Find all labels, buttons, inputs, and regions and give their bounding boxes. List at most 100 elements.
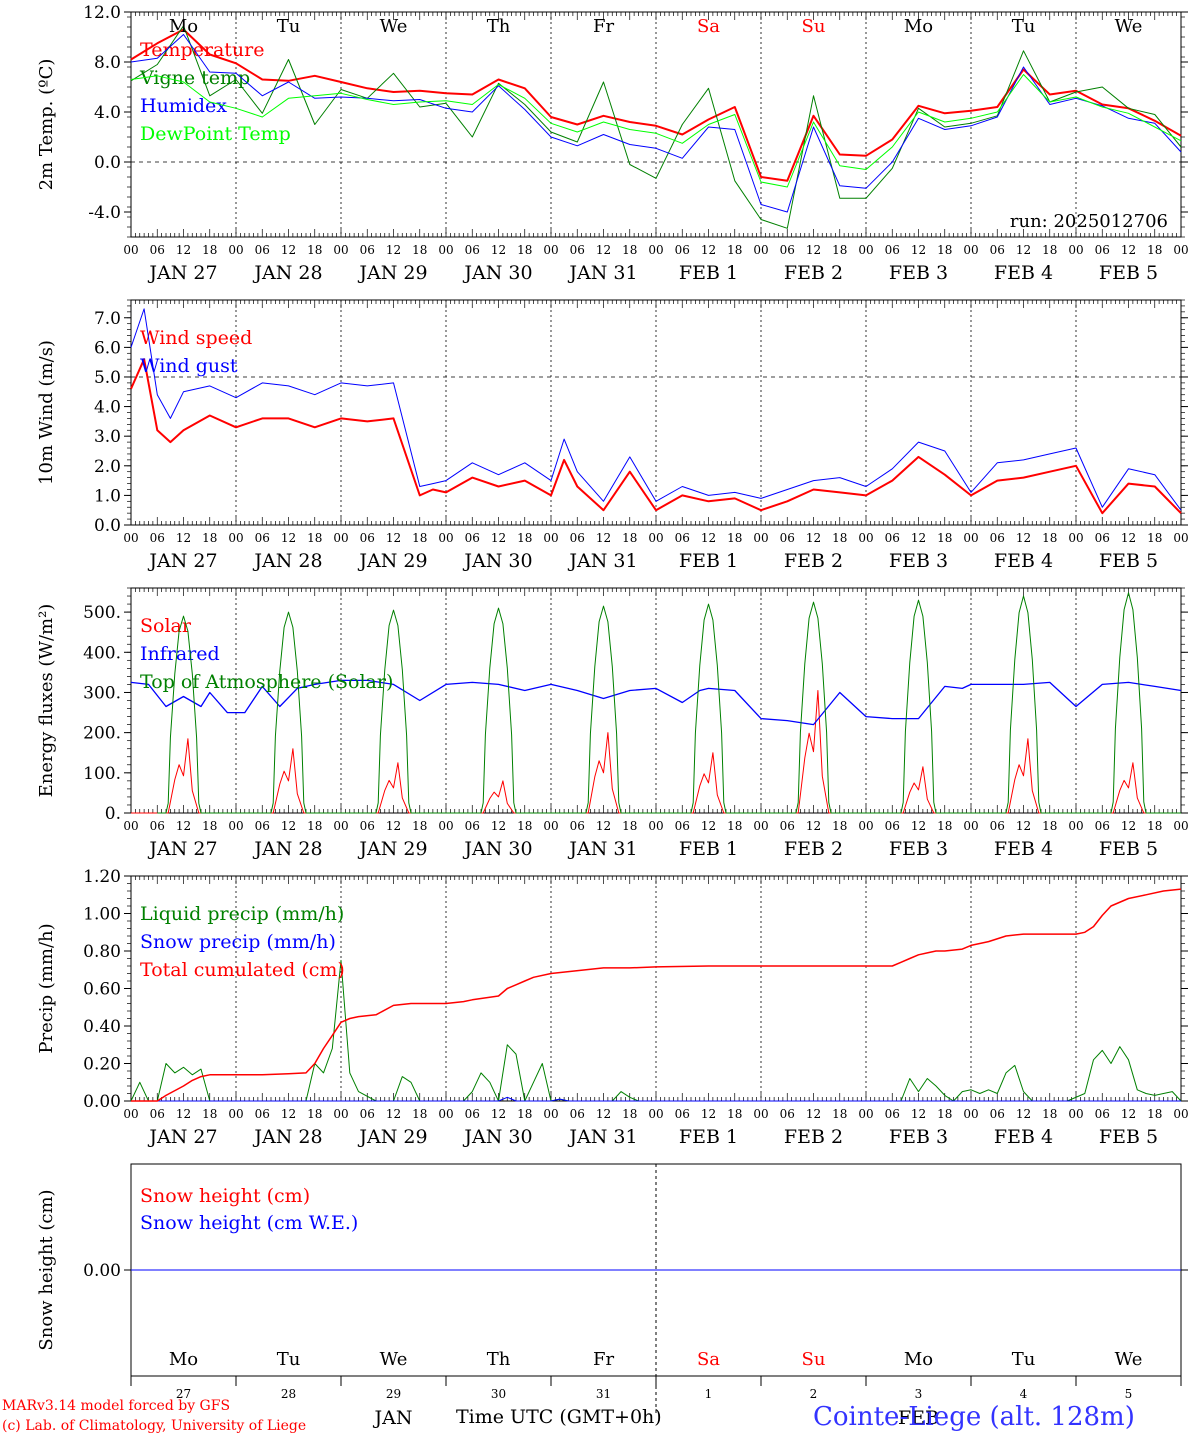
x-hour-label: 06 [465, 243, 480, 257]
x-day-label: JAN 30 [462, 1126, 532, 1148]
y-tick-label: 4.0 [94, 103, 121, 123]
x-hour-label: 18 [307, 531, 322, 545]
x-hour-label: 12 [911, 531, 926, 545]
x-hour-label: 00 [438, 1107, 453, 1121]
y-tick-label: 4.0 [94, 398, 121, 418]
y-tick-label: 100. [83, 764, 121, 784]
x-hour-label: 12 [386, 531, 401, 545]
x-hour-label: 18 [937, 531, 952, 545]
x-day-label: JAN 29 [357, 1126, 427, 1148]
x-hour-label: 12 [1016, 1107, 1031, 1121]
x-day-label: JAN 29 [357, 838, 427, 860]
x-hour-label: 12 [491, 819, 506, 833]
x-hour-label: 18 [1147, 819, 1162, 833]
x-hour-label: 18 [307, 1107, 322, 1121]
x-hour-label: 00 [228, 1107, 243, 1121]
x-day-label: FEB 2 [784, 838, 843, 860]
x-day-label: FEB 3 [889, 1126, 948, 1148]
x-hour-label: 18 [1042, 531, 1057, 545]
y-axis-label: 2m Temp. (ºC) [36, 59, 57, 191]
x-day-label: JAN 28 [252, 262, 322, 284]
x-hour-label: 06 [780, 243, 795, 257]
x-hour-label: 06 [1095, 243, 1110, 257]
precip-series-line-2 [131, 888, 1182, 1102]
temp-legend-entry: DewPoint Temp [140, 123, 291, 145]
x-hour-label: 06 [570, 819, 585, 833]
x-hour-label: 00 [438, 243, 453, 257]
y-tick-label: 0. [105, 804, 121, 824]
x-hour-label: 12 [281, 819, 296, 833]
x-hour-label: 00 [438, 819, 453, 833]
weekday-label: Tu [1012, 1349, 1036, 1370]
x-day-label: JAN 28 [252, 550, 322, 572]
flux-series-line-1 [130, 679, 1182, 726]
x-hour-label: 12 [806, 243, 821, 257]
flux-series-line-2 [157, 592, 1181, 814]
x-hour-label: 18 [622, 531, 637, 545]
x-hour-label: 12 [1016, 243, 1031, 257]
x-hour-label: 18 [1042, 819, 1057, 833]
x-day-label: FEB 5 [1099, 262, 1158, 284]
precip-legend-entry: Snow precip (mm/h) [140, 931, 336, 953]
x-hour-label: 00 [753, 243, 768, 257]
y-tick-label: 3.0 [94, 427, 121, 447]
weekday-label: We [1115, 16, 1143, 37]
y-axis-label: Precip (mm/h) [36, 923, 57, 1053]
copyright-credit: (c) Lab. of Climatology, University of L… [2, 1418, 307, 1434]
wind-legend-entry: Wind speed [140, 327, 252, 349]
x-hour-label: 18 [517, 1107, 532, 1121]
x-hour-label: 00 [333, 243, 348, 257]
y-tick-label: 300. [83, 683, 121, 703]
x-month-label: JAN [373, 1407, 413, 1429]
x-hour-label: 00 [858, 243, 873, 257]
x-day-label: JAN 27 [147, 262, 217, 284]
x-day-label: JAN 27 [147, 550, 217, 572]
x-hour-label: 12 [596, 1107, 611, 1121]
y-tick-label: -4.0 [88, 203, 121, 223]
x-hour-label: 06 [675, 243, 690, 257]
x-hour-label: 06 [360, 531, 375, 545]
x-hour-label: 18 [622, 243, 637, 257]
x-hour-label: 00 [543, 819, 558, 833]
precip-legend-entry: Total cumulated (cm) [140, 959, 345, 981]
weekday-label: We [380, 16, 408, 37]
x-hour-label: 06 [150, 243, 165, 257]
x-hour-label: 00 [1068, 243, 1083, 257]
x-day-number: 28 [281, 1387, 296, 1401]
x-hour-label: 18 [937, 819, 952, 833]
x-hour-label: 00 [228, 531, 243, 545]
x-hour-label: 06 [780, 1107, 795, 1121]
x-hour-label: 18 [1147, 531, 1162, 545]
temp-legend-entry: Vigne temp [139, 67, 250, 89]
x-hour-label: 06 [465, 531, 480, 545]
x-day-number: 27 [176, 1387, 191, 1401]
x-hour-label: 18 [622, 1107, 637, 1121]
temp-series-line-3 [130, 74, 1182, 188]
x-hour-label: 06 [885, 243, 900, 257]
x-hour-label: 18 [517, 243, 532, 257]
x-hour-label: 06 [150, 1107, 165, 1121]
x-hour-label: 12 [806, 1107, 821, 1121]
x-hour-label: 18 [832, 531, 847, 545]
weekday-label: We [380, 1349, 408, 1370]
x-day-label: JAN 31 [567, 1126, 637, 1148]
x-day-label: FEB 1 [679, 838, 738, 860]
x-day-label: FEB 3 [889, 262, 948, 284]
x-hour-label: 18 [202, 243, 217, 257]
x-hour-label: 06 [570, 1107, 585, 1121]
weekday-label: We [1115, 1349, 1143, 1370]
x-day-label: JAN 31 [567, 838, 637, 860]
x-day-label: JAN 30 [462, 550, 532, 572]
x-day-label: FEB 3 [889, 838, 948, 860]
x-hour-label: 00 [753, 531, 768, 545]
temp-legend-entry: Humidex [140, 95, 227, 117]
y-axis-label: Energy fluxes (W/m²) [36, 604, 57, 798]
x-day-label: FEB 5 [1099, 1126, 1158, 1148]
x-hour-label: 18 [517, 531, 532, 545]
x-hour-label: 12 [701, 819, 716, 833]
x-day-label: JAN 29 [357, 550, 427, 572]
x-hour-label: 12 [176, 243, 191, 257]
x-hour-label: 00 [648, 819, 663, 833]
x-day-label: FEB 3 [889, 550, 948, 572]
x-hour-label: 18 [412, 1107, 427, 1121]
